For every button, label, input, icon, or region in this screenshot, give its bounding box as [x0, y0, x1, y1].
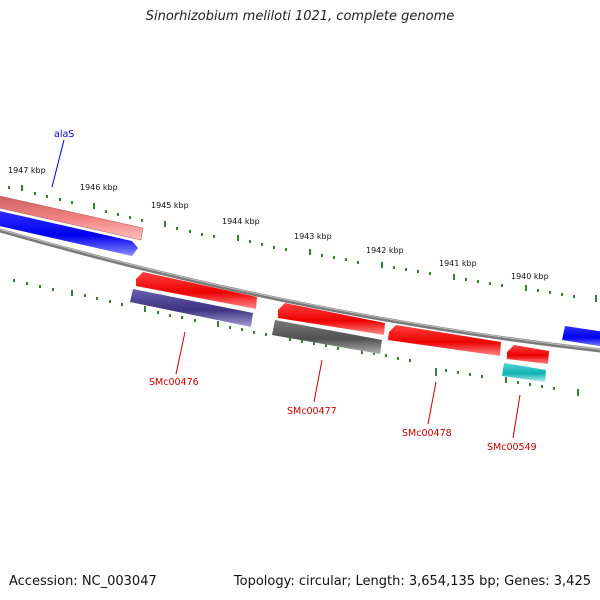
gene-smc00549-red[interactable]: [507, 345, 549, 364]
kbp-label: 1944 kbp: [222, 217, 260, 226]
kbp-label: 1942 kbp: [366, 246, 404, 255]
gene-label-smc00476[interactable]: SMc00476: [149, 377, 199, 388]
gene-label-smc00477[interactable]: SMc00477: [287, 406, 337, 417]
label-leader-smc00549: [512, 394, 521, 439]
gene-alas-arrow[interactable]: [0, 195, 144, 241]
gene-smc00477-red[interactable]: [278, 303, 385, 335]
genome-backbone: [0, 228, 600, 353]
label-leader-smc00478: [427, 381, 437, 425]
topology-summary: Topology: circular; Length: 3,654,135 bp…: [233, 574, 591, 589]
label-leader-smc00476: [175, 331, 186, 375]
gene-label-smc00478[interactable]: SMc00478: [402, 428, 452, 439]
kbp-label: 1943 kbp: [294, 232, 332, 241]
gene-smc00477-gray[interactable]: [272, 320, 382, 354]
label-leader-alas: [51, 139, 65, 188]
gene-label-smc00549[interactable]: SMc00549: [487, 442, 537, 453]
kbp-label: 1945 kbp: [151, 201, 189, 210]
ruler-track-plus: [8, 185, 597, 302]
gene-smc00476-navy[interactable]: [130, 289, 253, 327]
kbp-label: 1946 kbp: [80, 183, 118, 192]
label-leader-smc00477: [313, 359, 323, 403]
gene-plus-blue-left[interactable]: [0, 210, 138, 256]
ruler-track-minus: [13, 279, 579, 396]
gene-smc00476-red[interactable]: [136, 272, 257, 309]
kbp-label: 1947 kbp: [8, 166, 46, 175]
kbp-label: 1940 kbp: [511, 272, 549, 281]
kbp-label: 1941 kbp: [439, 259, 477, 268]
gene-label-alas[interactable]: alaS: [54, 129, 74, 140]
map-title: Sinorhizobium meliloti 1021, complete ge…: [145, 9, 455, 24]
accession-label: Accession: NC_003047: [9, 574, 157, 589]
gene-plus-blue-right[interactable]: [562, 326, 600, 347]
genome-backbone-highlight: [0, 228, 600, 350]
gene-smc00478-red[interactable]: [388, 325, 501, 356]
gene-smc00549-cyan[interactable]: [502, 363, 546, 382]
